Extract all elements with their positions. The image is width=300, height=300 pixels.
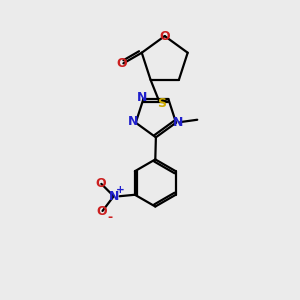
Text: O: O — [95, 177, 106, 190]
Text: S: S — [157, 97, 166, 110]
Text: N: N — [109, 190, 119, 203]
Text: N: N — [173, 116, 184, 129]
Text: O: O — [97, 205, 107, 218]
Text: O: O — [159, 29, 170, 43]
Text: +: + — [116, 185, 124, 195]
Text: N: N — [137, 91, 147, 104]
Text: -: - — [107, 211, 112, 224]
Text: O: O — [117, 57, 127, 70]
Text: N: N — [128, 115, 139, 128]
